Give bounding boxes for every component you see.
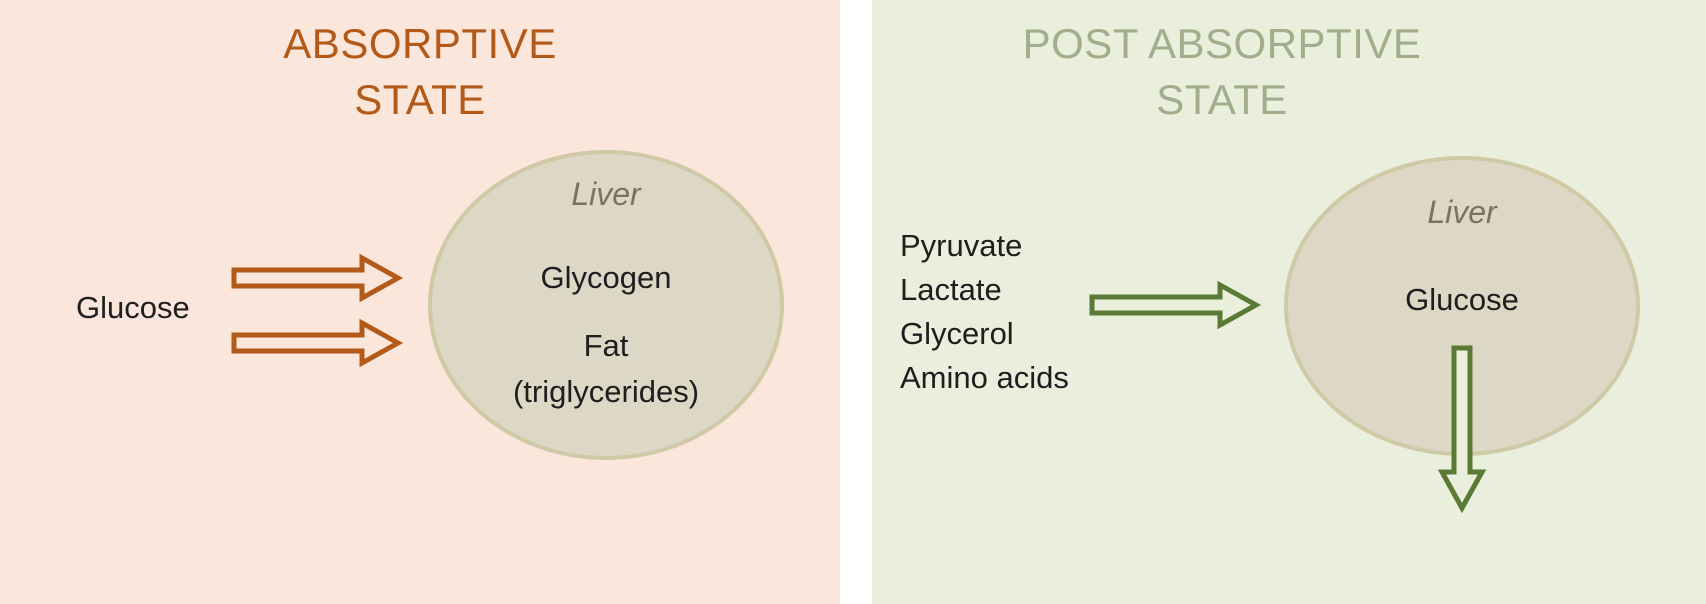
absorptive-product-fat: Fat: [583, 328, 629, 363]
absorptive-title: ABSORPTIVE STATE: [170, 16, 670, 128]
post-absorptive-arrow-out: [1437, 345, 1487, 514]
post-absorptive-input-lactate: Lactate: [900, 272, 1002, 307]
absorptive-title-line2: STATE: [354, 76, 486, 123]
absorptive-title-line1: ABSORPTIVE: [283, 20, 557, 67]
post-absorptive-title-line2: STATE: [1156, 76, 1288, 123]
post-absorptive-title-line1: POST ABSORPTIVE: [1022, 20, 1422, 67]
absorptive-product-triglycerides: (triglycerides): [512, 374, 700, 409]
post-absorptive-title: POST ABSORPTIVE STATE: [952, 16, 1492, 128]
post-absorptive-input-amino-acids: Amino acids: [900, 360, 1069, 395]
post-absorptive-product-glucose: Glucose: [1405, 282, 1519, 317]
post-absorptive-input-pyruvate: Pyruvate: [900, 228, 1023, 263]
absorptive-arrow-2: [231, 318, 404, 368]
absorptive-product-glycogen: Glycogen: [540, 260, 672, 295]
absorptive-liver: Liver Glycogen Fat (triglycerides): [428, 150, 784, 460]
absorptive-arrow-1: [231, 253, 404, 303]
absorptive-input-glucose: Glucose: [76, 290, 190, 325]
absorptive-liver-label: Liver: [571, 176, 641, 212]
post-absorptive-panel: POST ABSORPTIVE STATE Pyruvate Lactate G…: [872, 0, 1706, 604]
post-absorptive-arrow-in: [1089, 280, 1262, 330]
post-absorptive-input-glycerol: Glycerol: [900, 316, 1014, 351]
post-absorptive-liver-label: Liver: [1427, 194, 1497, 230]
absorptive-panel: ABSORPTIVE STATE Glucose Liver Glycogen …: [0, 0, 840, 604]
